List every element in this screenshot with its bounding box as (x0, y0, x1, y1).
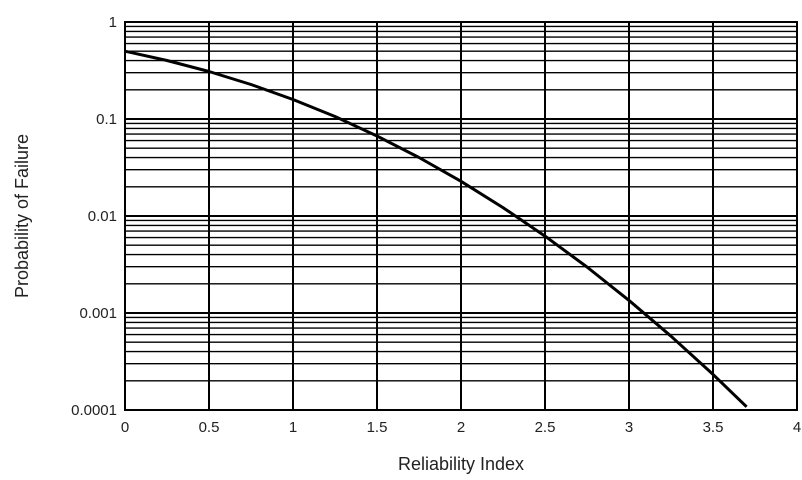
x-tick-label: 2 (457, 419, 465, 436)
y-tick-label: 1 (109, 14, 117, 31)
y-axis-title: Probability of Failure (12, 134, 32, 298)
series-layer (124, 49, 748, 408)
x-tick-label: 4 (793, 419, 801, 436)
x-tick-label: 1 (289, 419, 297, 436)
x-tick-label: 3 (625, 419, 633, 436)
x-tick-label: 2.5 (535, 419, 556, 436)
failure-probability-line (124, 49, 748, 408)
x-axis-title: Reliability Index (398, 454, 524, 474)
x-tick-label: 0 (121, 419, 129, 436)
y-tick-label: 0.001 (79, 305, 117, 322)
y-tick-label: 0.01 (88, 208, 117, 225)
y-tick-label: 0.1 (96, 111, 117, 128)
x-tick-labels: 0 0.5 1 1.5 2 2.5 3 3.5 4 (121, 419, 801, 436)
plot-frame (124, 21, 798, 411)
x-tick-label: 3.5 (703, 419, 724, 436)
grid (124, 21, 798, 411)
y-tick-labels: 1 0.1 0.01 0.001 0.0001 (71, 14, 117, 419)
x-tick-label: 1.5 (367, 419, 388, 436)
x-tick-label: 0.5 (199, 419, 220, 436)
y-tick-label: 0.0001 (71, 402, 117, 419)
